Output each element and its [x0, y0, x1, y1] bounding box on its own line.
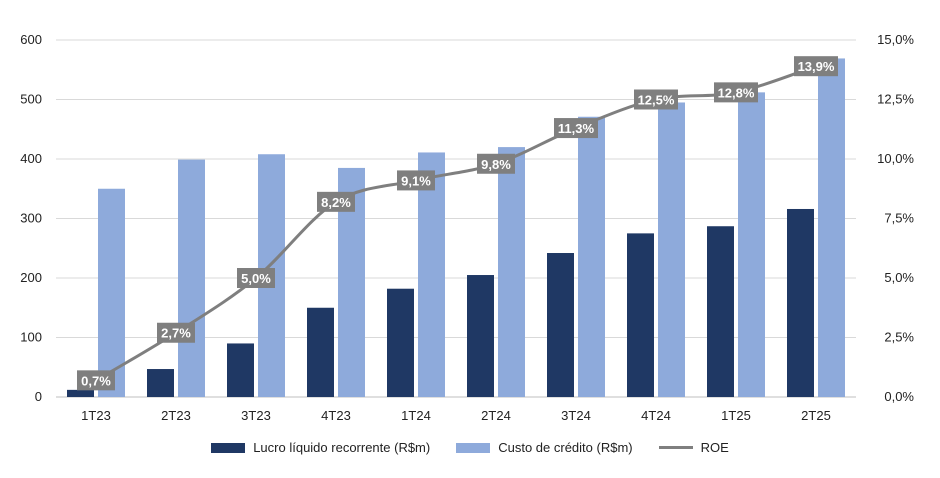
legend: Lucro líquido recorrente (R$m) Custo de …: [0, 440, 940, 455]
bar-lucro: [467, 275, 494, 397]
roe-data-label: 13,9%: [798, 59, 835, 74]
roe-label-box: [554, 118, 598, 139]
x-tick-label: 1T24: [401, 408, 431, 423]
y-right-tick-label: 2,5%: [884, 330, 914, 345]
bar-lucro: [387, 288, 414, 397]
legend-item-roe: ROE: [658, 440, 729, 455]
bar-custo: [418, 152, 445, 397]
x-tick-label: 1T25: [721, 408, 751, 423]
roe-label-box: [397, 170, 435, 191]
roe-label-box: [157, 322, 195, 343]
y-right-tick-label: 7,5%: [884, 211, 914, 226]
roe-data-label: 8,2%: [321, 195, 351, 210]
y-left-tick-label: 500: [20, 92, 42, 107]
legend-item-lucro: Lucro líquido recorrente (R$m): [211, 440, 430, 455]
y-right-tick-label: 0,0%: [884, 389, 914, 404]
bar-custo: [578, 116, 605, 397]
roe-label-box: [477, 153, 515, 174]
legend-label-custo: Custo de crédito (R$m): [498, 440, 633, 455]
bar-custo: [178, 159, 205, 397]
y-left-tick-label: 0: [35, 389, 42, 404]
y-left-tick-label: 200: [20, 270, 42, 285]
x-tick-label: 3T23: [241, 408, 271, 423]
roe-data-label: 9,8%: [481, 157, 511, 172]
roe-data-label: 12,5%: [638, 93, 675, 108]
roe-data-label: 5,0%: [241, 271, 271, 286]
legend-swatch-lucro: [211, 442, 246, 453]
bar-custo: [818, 58, 845, 397]
roe-label-box: [794, 56, 838, 77]
roe-label-box: [634, 89, 678, 110]
y-left-tick-label: 100: [20, 330, 42, 345]
roe-label-box: [237, 268, 275, 288]
bar-lucro: [307, 307, 334, 397]
roe-data-label: 12,8%: [718, 85, 755, 100]
bar-custo: [658, 102, 685, 397]
bar-lucro: [627, 233, 654, 397]
legend-item-custo: Custo de crédito (R$m): [456, 440, 633, 455]
bar-lucro: [787, 208, 814, 397]
roe-label-box: [714, 82, 758, 103]
bar-lucro: [67, 389, 94, 397]
y-right-tick-label: 5,0%: [884, 270, 914, 285]
x-tick-label: 2T24: [481, 408, 511, 423]
bar-lucro: [227, 343, 254, 397]
y-right-tick-label: 12,5%: [877, 92, 914, 107]
x-tick-label: 1T23: [81, 408, 111, 423]
roe-data-label: 9,1%: [401, 173, 431, 188]
x-tick-label: 4T24: [641, 408, 671, 423]
x-tick-label: 4T23: [321, 408, 351, 423]
bar-lucro: [707, 226, 734, 397]
roe-data-label: 2,7%: [161, 326, 191, 341]
y-left-tick-label: 600: [20, 32, 42, 47]
legend-swatch-roe: [658, 446, 693, 449]
roe-data-label: 0,7%: [81, 373, 111, 388]
bar-custo: [738, 92, 765, 398]
x-tick-label: 2T25: [801, 408, 831, 423]
y-left-tick-label: 300: [20, 211, 42, 226]
y-right-tick-label: 15,0%: [877, 32, 914, 47]
roe-line: [94, 64, 818, 382]
x-tick-label: 2T23: [161, 408, 191, 423]
legend-swatch-custo: [456, 442, 491, 453]
bar-lucro: [547, 253, 574, 397]
y-left-tick-label: 400: [20, 151, 42, 166]
bar-custo: [498, 147, 525, 397]
roe-label-box: [77, 370, 115, 391]
x-tick-label: 3T24: [561, 408, 591, 423]
bar-custo: [98, 188, 125, 397]
legend-label-lucro: Lucro líquido recorrente (R$m): [253, 440, 431, 455]
roe-data-label: 11,3%: [558, 121, 595, 136]
bar-lucro: [147, 369, 174, 397]
roe-label-box: [317, 191, 355, 212]
y-right-tick-label: 10,0%: [877, 151, 914, 166]
legend-label-roe: ROE: [700, 440, 729, 455]
